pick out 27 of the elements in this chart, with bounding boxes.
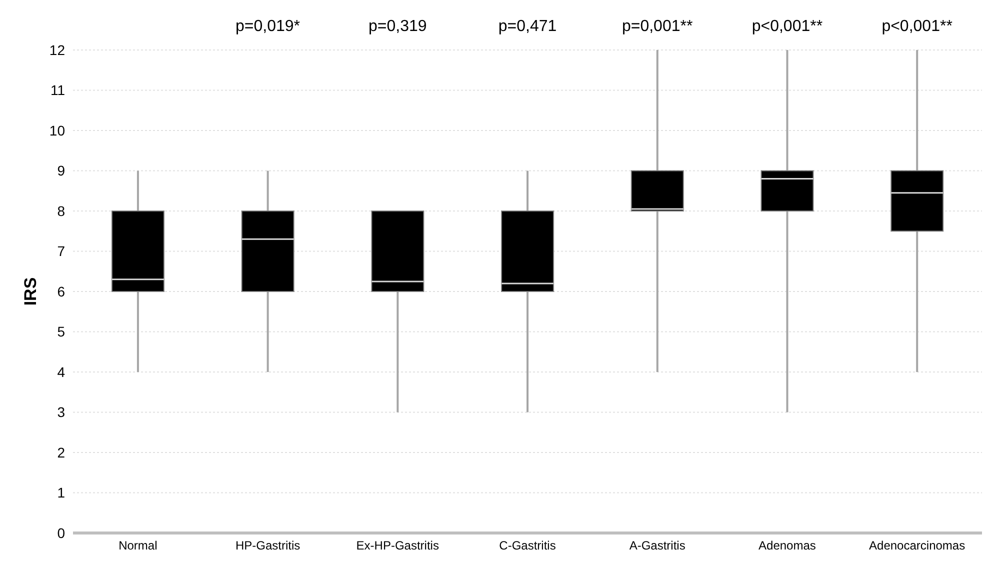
text: p<0,001** (880, 18, 954, 36)
text: p=0,019* (234, 18, 302, 36)
text: p=0,471 (497, 18, 558, 36)
y-tick-label: 7 (57, 243, 66, 260)
y-tick-label: 11 (50, 82, 66, 98)
text: p=0,319 (368, 18, 428, 36)
x-tick-label: A-Gastritis (629, 538, 686, 553)
x-tick-label: Normal (118, 538, 158, 553)
y-tick-label: 12 (49, 42, 66, 58)
x-tick-label: Adenomas (758, 538, 816, 553)
text: p=0,001** (620, 18, 694, 36)
y-tick-label: 9 (57, 162, 66, 179)
x-tick-label: C-Gastritis (499, 538, 556, 553)
y-tick-label: 4 (57, 364, 66, 380)
y-tick-label: 8 (57, 202, 66, 219)
x-tick-label: Ex-HP-Gastritis (356, 538, 439, 553)
y-axis-title: IRS (21, 277, 40, 306)
y-tick-label: 1 (57, 484, 66, 501)
y-tick-label: 0 (57, 524, 66, 541)
x-tick-label: HP-Gastritis (235, 538, 300, 553)
x-tick-label: Adenocarcinomas (869, 538, 966, 553)
y-tick-label: 6 (57, 283, 66, 300)
y-tick-label: 3 (57, 404, 66, 420)
y-tick-label: 2 (57, 444, 66, 460)
text: p<0,001** (750, 18, 824, 36)
y-tick-label: 10 (49, 122, 66, 138)
y-tick-label: 5 (57, 324, 66, 340)
